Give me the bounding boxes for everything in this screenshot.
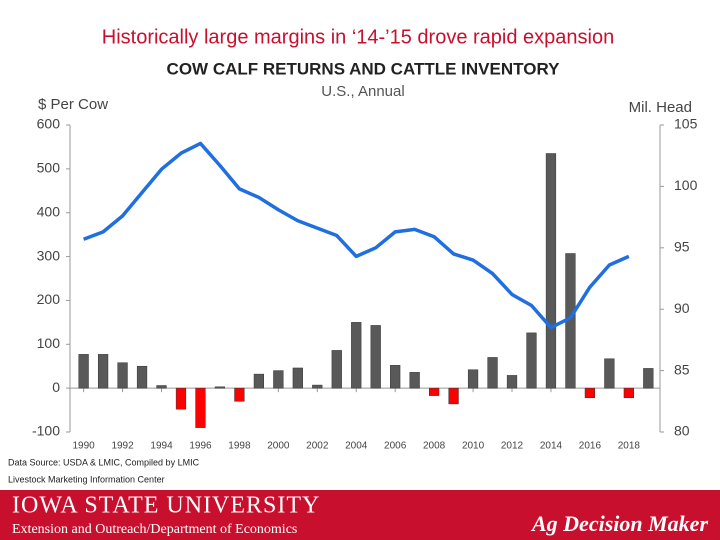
footer-band	[0, 490, 720, 540]
bar	[448, 387, 459, 405]
x-tick-label: 1990	[73, 441, 96, 452]
bar	[623, 387, 634, 399]
bar	[214, 386, 226, 389]
x-tick-label: 2018	[618, 441, 641, 452]
y2-tick-label: 80	[674, 423, 690, 439]
slide-title: Historically large margins in ‘14-’15 dr…	[102, 26, 614, 48]
x-tick-label: 2006	[384, 441, 407, 452]
bar	[390, 365, 401, 389]
bar	[643, 368, 654, 389]
y-tick-label: -100	[32, 423, 60, 439]
y-tick-label: 500	[37, 160, 61, 176]
x-tick-label: 1992	[111, 441, 134, 452]
bar	[195, 387, 206, 428]
bar	[351, 322, 362, 389]
source-note: Data Source: USDA & LMIC, Compiled by LM…	[8, 457, 200, 467]
y-tick-label: 400	[37, 203, 61, 219]
bar	[409, 372, 420, 389]
bar	[292, 367, 303, 389]
y-tick-label: 0	[52, 379, 60, 395]
x-tick-label: 2008	[423, 441, 446, 452]
center-note: Livestock Marketing Information Center	[8, 474, 165, 484]
y2-tick-label: 100	[674, 177, 698, 193]
y-tick-label: 600	[37, 116, 61, 132]
x-tick-label: 2002	[306, 441, 329, 452]
y2-tick-label: 90	[674, 300, 690, 316]
chart-subtitle: U.S., Annual	[321, 83, 404, 100]
bar	[370, 325, 381, 389]
x-tick-label: 2014	[540, 441, 563, 452]
x-tick-label: 1998	[228, 441, 251, 452]
bar	[506, 375, 518, 389]
line	[83, 141, 630, 330]
bar	[78, 354, 89, 389]
bar	[117, 362, 128, 389]
y-axis-label: $ Per Cow	[38, 96, 108, 113]
brand: Ag Decision Maker	[530, 511, 708, 536]
bar	[175, 387, 187, 410]
x-tick-label: 2010	[462, 441, 485, 452]
y2-axis-label: Mil. Head	[629, 99, 692, 116]
bar	[526, 332, 537, 389]
bar	[584, 387, 596, 399]
bar	[467, 369, 479, 389]
chart-title: COW CALF RETURNS AND CATTLE INVENTORY	[167, 59, 561, 78]
y-tick-label: 200	[37, 291, 61, 307]
y-tick-label: 300	[37, 247, 61, 263]
y2-tick-label: 85	[674, 361, 690, 377]
bar	[97, 354, 109, 389]
x-tick-label: 1994	[150, 441, 173, 452]
x-tick-label: 1996	[189, 441, 212, 452]
x-tick-label: 2004	[345, 441, 368, 452]
x-tick-label: 2012	[501, 441, 524, 452]
bar	[331, 350, 342, 389]
university-name: IOWA STATE UNIVERSITY	[12, 493, 320, 519]
bar	[156, 385, 167, 389]
x-tick-label: 2016	[579, 441, 602, 452]
x-tick-label: 2000	[267, 441, 290, 452]
bar	[545, 153, 557, 389]
bar	[604, 358, 615, 389]
department-name: Extension and Outreach/Department of Eco…	[12, 522, 297, 537]
y2-tick-label: 105	[674, 116, 698, 132]
bar	[253, 373, 264, 389]
y-tick-label: 100	[37, 335, 61, 351]
bar	[273, 370, 284, 389]
bar	[234, 387, 245, 402]
bar	[312, 384, 323, 389]
bar	[487, 357, 498, 389]
bar	[429, 387, 440, 396]
y2-tick-label: 95	[674, 239, 690, 255]
plot: -100 0 100 200 300 400 500 600 80 85 90 95 100 105 199…	[32, 116, 698, 452]
bar	[136, 365, 148, 389]
